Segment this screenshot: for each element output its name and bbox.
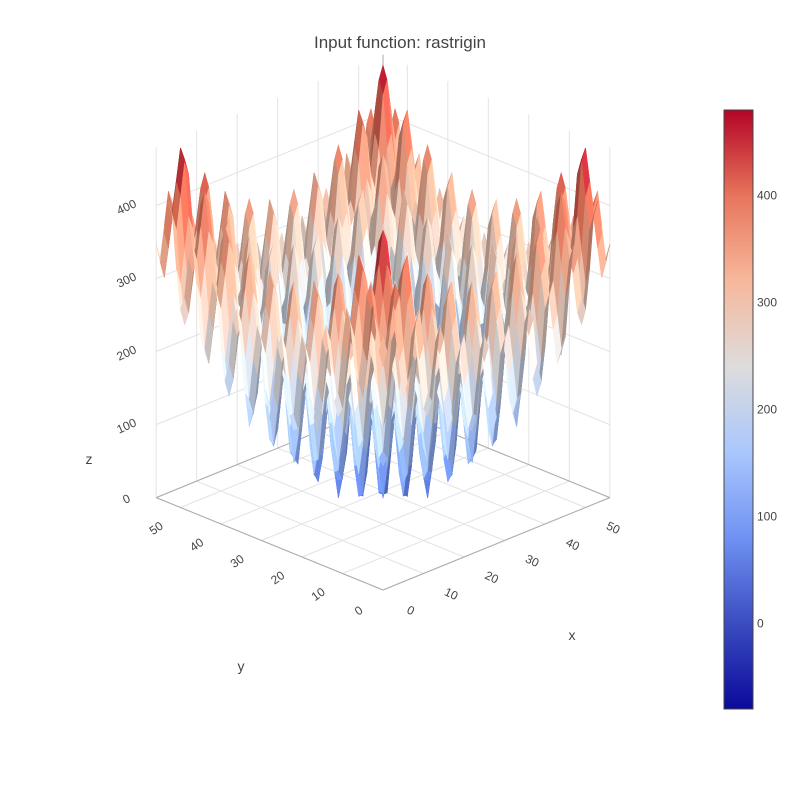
chart-title: Input function: rastrigin (314, 33, 486, 52)
axis-line (156, 497, 384, 591)
z-axis-title: z (86, 451, 93, 467)
y-tick-label: 10 (309, 584, 328, 603)
y-tick-label: 40 (187, 535, 206, 554)
y-tick-label: 50 (147, 518, 166, 537)
axis-line (382, 497, 610, 591)
x-tick-label: 20 (483, 568, 501, 586)
x-axis-title: x (569, 627, 576, 643)
y-axis-title: y (238, 658, 245, 674)
surface-mesh[interactable] (155, 64, 611, 499)
x-tick-label: 10 (442, 585, 460, 603)
x-tick-label: 0 (405, 603, 417, 619)
colorbar-tick-label: 0 (757, 616, 764, 630)
colorbar-tick-label: 200 (757, 403, 777, 417)
z-tick-label: 100 (114, 415, 138, 436)
colorbar-tick-label: 300 (757, 296, 777, 310)
z-tick-label: 0 (121, 491, 133, 507)
grid-line (277, 447, 505, 541)
colorbar-tick-label: 400 (757, 189, 777, 203)
x-tick-label: 40 (564, 535, 582, 553)
grid-line (196, 480, 424, 574)
grid-line (261, 447, 489, 541)
y-tick-label: 30 (228, 551, 247, 570)
grid-line (237, 464, 465, 558)
z-tick-label: 200 (114, 342, 138, 363)
grid-line (301, 464, 529, 558)
z-tick-label: 300 (114, 269, 138, 290)
colorbar-gradient (723, 109, 754, 710)
z-tick-label: 400 (114, 196, 138, 217)
grid-line (342, 480, 570, 574)
x-tick-label: 50 (604, 519, 622, 537)
colorbar: 0 100 200 300 400 (723, 109, 777, 710)
colorbar-tick-label: 100 (757, 509, 777, 523)
y-tick-label: 20 (268, 568, 287, 587)
surface-cell (378, 335, 388, 368)
x-tick-label: 30 (523, 552, 541, 570)
y-tick-label: 0 (352, 603, 366, 618)
